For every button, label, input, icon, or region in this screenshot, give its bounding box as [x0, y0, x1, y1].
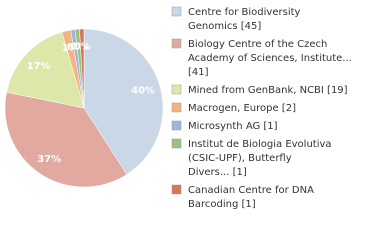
slice-label: 37% — [37, 154, 61, 165]
legend-label: Mined from GenBank, NCBI [19] — [188, 85, 348, 96]
legend-swatch — [171, 6, 182, 17]
legend-label: Institut de Biologia Evolutiva (CSIC-UPF)… — [188, 139, 332, 178]
legend-swatch — [171, 120, 182, 131]
legend-label: Microsynth AG [1] — [188, 121, 278, 132]
legend-label: Centre for Biodiversity Genomics [45] — [188, 7, 301, 32]
slice-label: 0% — [70, 42, 87, 53]
slice-label: 17% — [27, 61, 51, 72]
slice-label: 0% — [74, 41, 91, 52]
pie-slice — [4, 91, 128, 188]
pie-slice — [83, 28, 164, 175]
legend-label: Macrogen, Europe [2] — [188, 103, 296, 114]
pie-slice — [6, 31, 85, 109]
legend-label: Biology Centre of the Czech Academy of Sc… — [188, 39, 352, 78]
pie-slice — [79, 28, 85, 109]
legend-swatch — [171, 102, 182, 113]
legend-swatch — [171, 138, 182, 149]
legend-swatch — [171, 38, 182, 49]
legend-swatch — [171, 184, 182, 195]
legend-label: Canadian Centre for DNA Barcoding [1] — [188, 185, 314, 210]
slice-label: 40% — [131, 86, 155, 97]
slice-label: 0% — [67, 42, 84, 53]
slice-label: 1% — [62, 43, 79, 54]
legend-swatch — [171, 84, 182, 95]
